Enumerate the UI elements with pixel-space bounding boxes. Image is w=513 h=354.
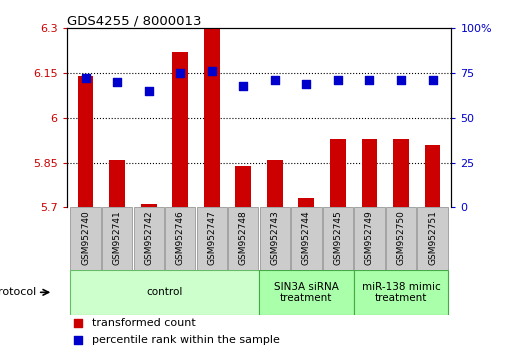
FancyBboxPatch shape (70, 207, 101, 270)
FancyBboxPatch shape (323, 207, 353, 270)
Point (334, 78, 342, 83)
FancyBboxPatch shape (386, 207, 416, 270)
Text: GSM952741: GSM952741 (113, 210, 122, 265)
Bar (109, 160, 125, 207)
Text: GSM952740: GSM952740 (81, 210, 90, 265)
Bar (141, 204, 156, 207)
Bar (393, 139, 409, 207)
Bar (267, 160, 283, 207)
FancyBboxPatch shape (353, 270, 448, 315)
Bar (204, 28, 220, 207)
FancyBboxPatch shape (291, 207, 322, 270)
FancyBboxPatch shape (354, 207, 385, 270)
Text: GSM952750: GSM952750 (397, 210, 405, 265)
Text: protocol: protocol (0, 287, 36, 297)
Point (113, 79, 121, 85)
Bar (235, 166, 251, 207)
FancyBboxPatch shape (260, 207, 290, 270)
FancyBboxPatch shape (418, 207, 448, 270)
Text: GSM952746: GSM952746 (176, 210, 185, 265)
Text: GSM952748: GSM952748 (239, 210, 248, 265)
FancyBboxPatch shape (259, 270, 353, 315)
Bar (299, 198, 314, 207)
Text: GDS4255 / 8000013: GDS4255 / 8000013 (67, 14, 201, 27)
Bar (362, 139, 378, 207)
Point (365, 78, 373, 83)
Text: GSM952743: GSM952743 (270, 210, 280, 265)
Text: percentile rank within the sample: percentile rank within the sample (92, 336, 280, 346)
Bar (425, 145, 440, 207)
Text: GSM952751: GSM952751 (428, 210, 437, 265)
Point (208, 68, 216, 74)
Point (82, 76, 90, 81)
Text: GSM952742: GSM952742 (144, 210, 153, 265)
Point (239, 83, 247, 88)
Point (302, 81, 310, 87)
Text: GSM952747: GSM952747 (207, 210, 216, 265)
Point (145, 88, 153, 94)
Text: miR-138 mimic
treatment: miR-138 mimic treatment (362, 281, 440, 303)
Point (176, 70, 184, 76)
Text: SIN3A siRNA
treatment: SIN3A siRNA treatment (274, 281, 339, 303)
Text: transformed count: transformed count (92, 318, 195, 328)
Bar (78, 76, 93, 207)
Text: GSM952749: GSM952749 (365, 210, 374, 265)
FancyBboxPatch shape (165, 207, 195, 270)
Point (74, 338, 82, 343)
FancyBboxPatch shape (133, 207, 164, 270)
Point (74, 320, 82, 326)
Point (397, 78, 405, 83)
FancyBboxPatch shape (196, 207, 227, 270)
Point (428, 78, 437, 83)
FancyBboxPatch shape (70, 270, 259, 315)
Text: control: control (146, 287, 183, 297)
FancyBboxPatch shape (228, 207, 259, 270)
Text: GSM952745: GSM952745 (333, 210, 342, 265)
Bar (172, 52, 188, 207)
Point (271, 78, 279, 83)
FancyBboxPatch shape (102, 207, 132, 270)
Bar (330, 139, 346, 207)
Text: GSM952744: GSM952744 (302, 210, 311, 265)
